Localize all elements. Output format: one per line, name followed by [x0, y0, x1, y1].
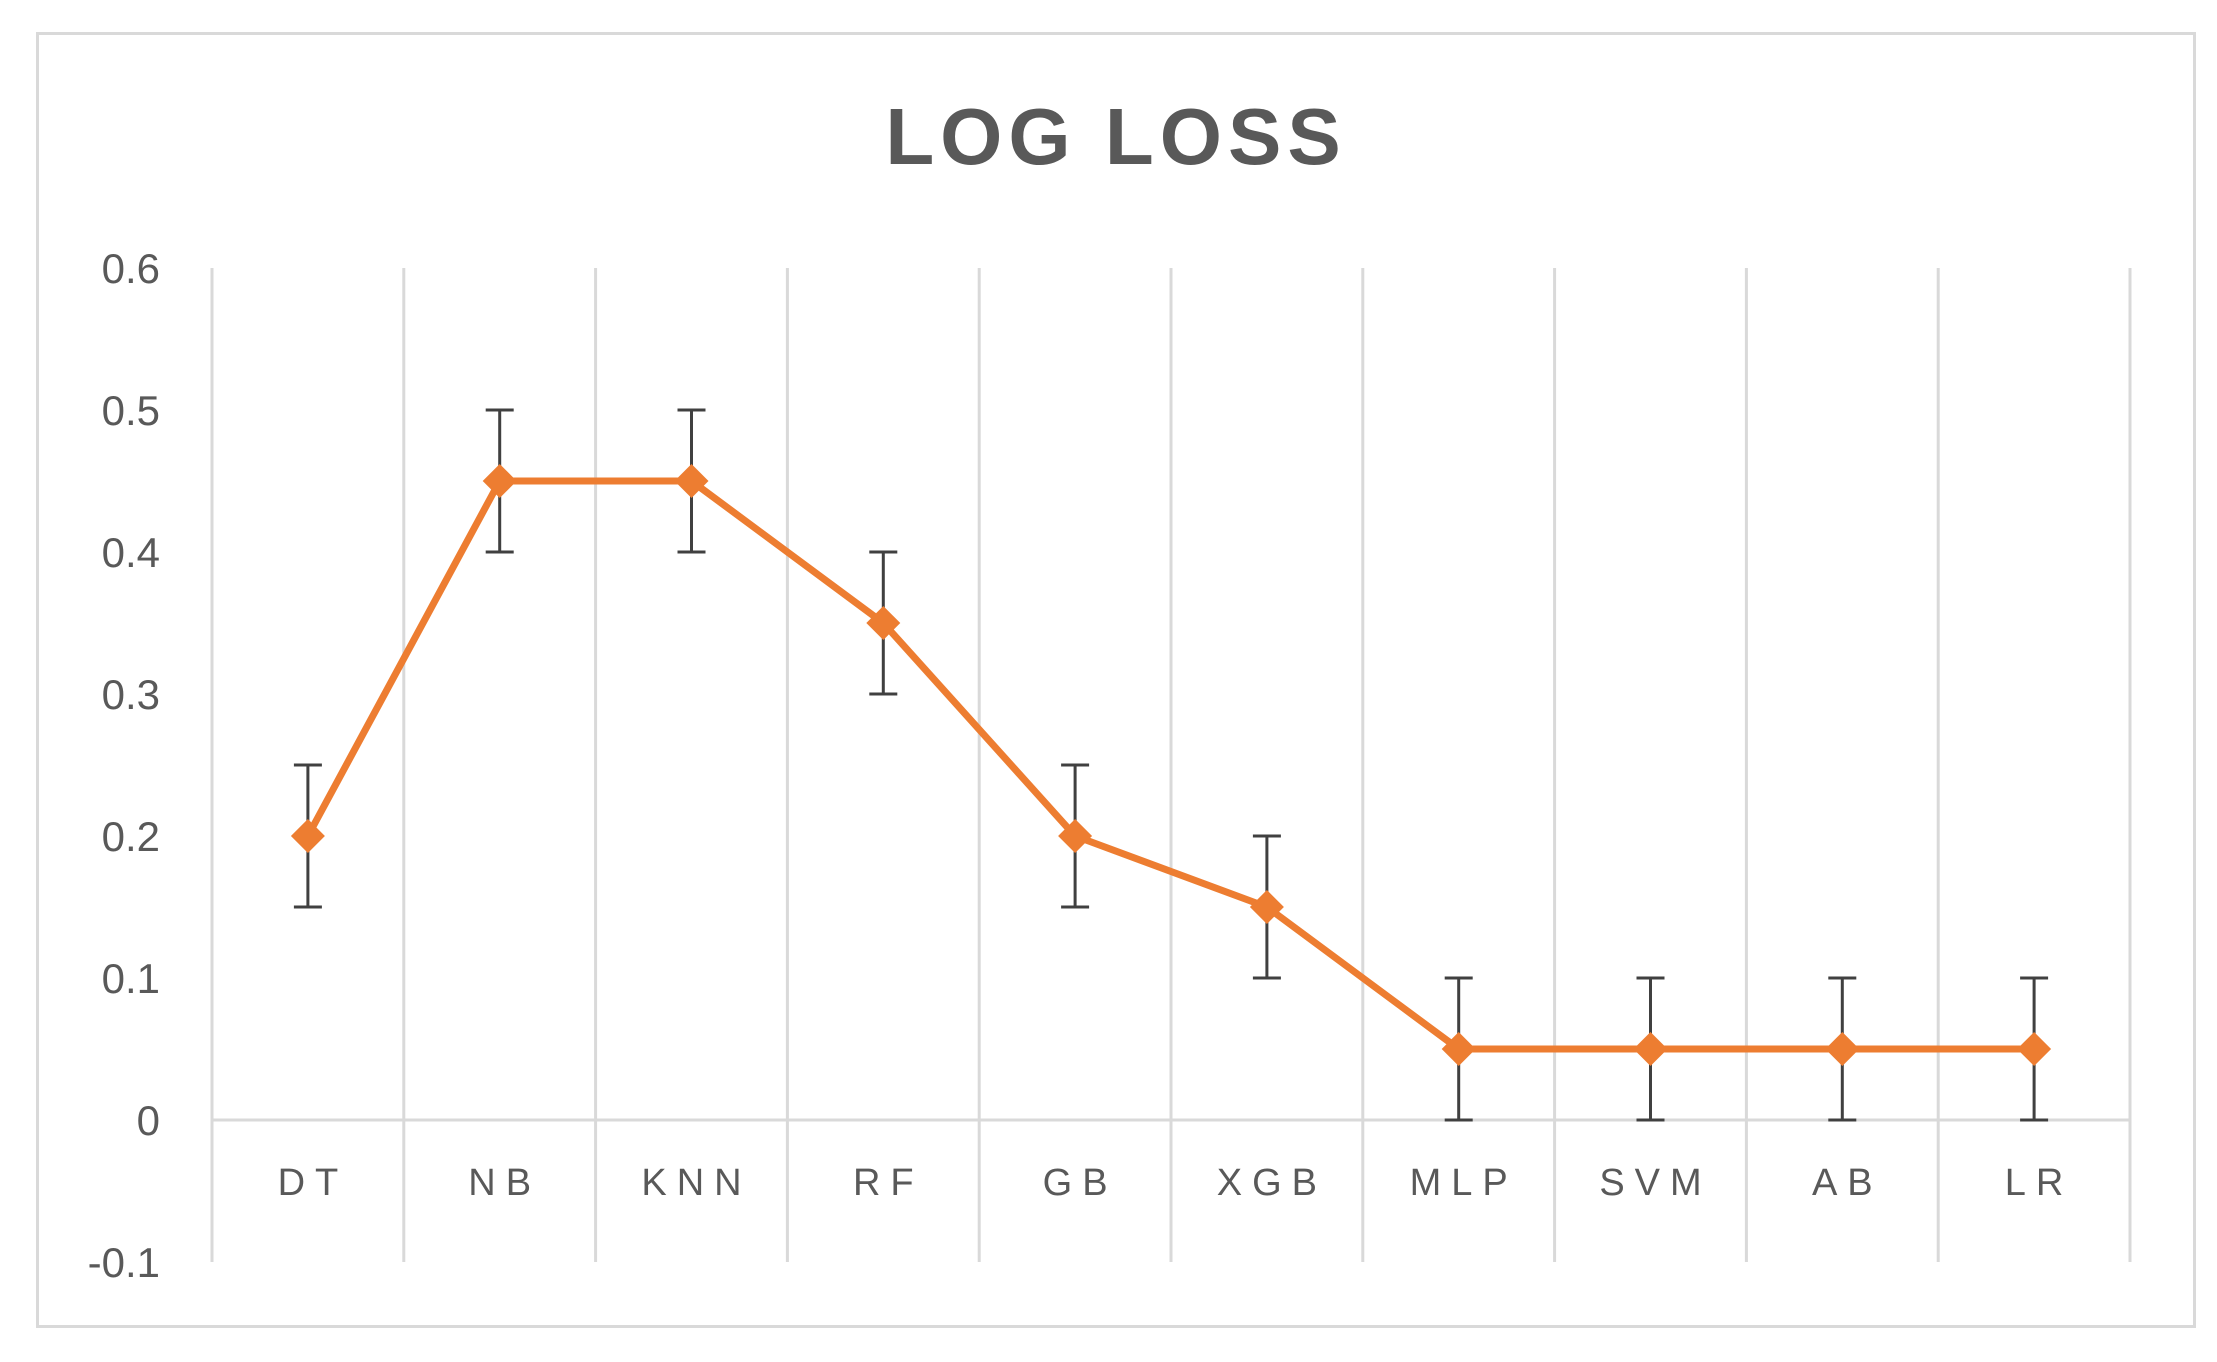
chart-title: LOG LOSS [885, 92, 1346, 181]
data-point-marker [1058, 819, 1093, 853]
y-tick-label: 0.1 [102, 955, 160, 1002]
data-point-marker [1825, 1032, 1860, 1066]
y-tick-labels: -0.1 0 0.1 0.2 0.3 0.4 0.5 0.6 [88, 245, 160, 1286]
data-point-marker [2017, 1032, 2052, 1066]
data-point-marker [866, 606, 901, 640]
x-tick-label: RF [853, 1162, 924, 1204]
chart-frame [36, 32, 2196, 1328]
y-tick-label: -0.1 [88, 1239, 160, 1286]
y-tick-label: 0.6 [102, 245, 160, 292]
series-polyline [304, 477, 2038, 1053]
data-point-marker [1633, 1032, 1668, 1066]
data-points [290, 464, 2052, 1066]
data-point-marker [674, 464, 709, 498]
series-line [304, 477, 2038, 1053]
x-tick-label: NB [468, 1162, 541, 1204]
data-point-marker [482, 464, 517, 498]
x-tick-label: GB [1043, 1162, 1118, 1204]
y-tick-label: 0.5 [102, 387, 160, 434]
y-tick-label: 0 [137, 1097, 160, 1144]
y-tick-label: 0.3 [102, 671, 160, 718]
x-tick-label: XGB [1217, 1162, 1327, 1204]
x-tick-label: SVM [1599, 1162, 1711, 1204]
data-point-marker [290, 819, 325, 853]
y-tick-label: 0.2 [102, 813, 160, 860]
x-tick-label: LR [2005, 1162, 2074, 1204]
x-tick-label: MLP [1410, 1162, 1518, 1204]
x-tick-label: DT [278, 1162, 349, 1204]
data-point-marker [1441, 1032, 1476, 1066]
x-tick-label: KNN [641, 1162, 751, 1204]
data-point-marker [1249, 890, 1284, 924]
x-tick-labels: DT NB KNN RF GB XGB MLP SVM AB LR [278, 1162, 2074, 1204]
y-tick-label: 0.4 [102, 529, 160, 576]
x-tick-label: AB [1812, 1162, 1883, 1204]
gridlines [210, 268, 2132, 1262]
